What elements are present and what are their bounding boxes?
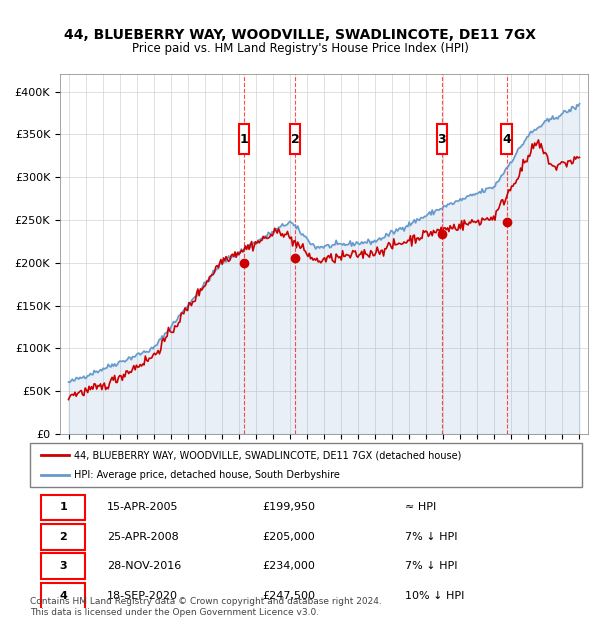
- FancyBboxPatch shape: [290, 124, 301, 154]
- FancyBboxPatch shape: [41, 524, 85, 550]
- FancyBboxPatch shape: [41, 495, 85, 520]
- Text: 15-APR-2005: 15-APR-2005: [107, 502, 179, 513]
- FancyBboxPatch shape: [437, 124, 447, 154]
- Text: 28-NOV-2016: 28-NOV-2016: [107, 561, 182, 572]
- Text: 4: 4: [502, 133, 511, 146]
- Text: £199,950: £199,950: [262, 502, 315, 513]
- Text: £205,000: £205,000: [262, 532, 314, 542]
- Text: 4: 4: [59, 591, 67, 601]
- FancyBboxPatch shape: [502, 124, 512, 154]
- Text: 44, BLUEBERRY WAY, WOODVILLE, SWADLINCOTE, DE11 7GX: 44, BLUEBERRY WAY, WOODVILLE, SWADLINCOT…: [64, 28, 536, 42]
- FancyBboxPatch shape: [30, 443, 582, 487]
- Text: 1: 1: [239, 133, 248, 146]
- Text: 3: 3: [437, 133, 446, 146]
- Text: 10% ↓ HPI: 10% ↓ HPI: [406, 591, 465, 601]
- Text: 44, BLUEBERRY WAY, WOODVILLE, SWADLINCOTE, DE11 7GX (detached house): 44, BLUEBERRY WAY, WOODVILLE, SWADLINCOT…: [74, 451, 461, 461]
- Text: 25-APR-2008: 25-APR-2008: [107, 532, 179, 542]
- Text: £247,500: £247,500: [262, 591, 315, 601]
- Text: 7% ↓ HPI: 7% ↓ HPI: [406, 561, 458, 572]
- Text: 2: 2: [291, 133, 300, 146]
- FancyBboxPatch shape: [239, 124, 249, 154]
- Text: Contains HM Land Registry data © Crown copyright and database right 2024.
This d: Contains HM Land Registry data © Crown c…: [30, 598, 382, 617]
- Text: 7% ↓ HPI: 7% ↓ HPI: [406, 532, 458, 542]
- FancyBboxPatch shape: [41, 583, 85, 609]
- FancyBboxPatch shape: [41, 554, 85, 579]
- Text: 18-SEP-2020: 18-SEP-2020: [107, 591, 178, 601]
- Text: HPI: Average price, detached house, South Derbyshire: HPI: Average price, detached house, Sout…: [74, 469, 340, 479]
- Text: 2: 2: [59, 532, 67, 542]
- Text: £234,000: £234,000: [262, 561, 315, 572]
- Text: 3: 3: [59, 561, 67, 572]
- Text: 1: 1: [59, 502, 67, 513]
- Text: ≈ HPI: ≈ HPI: [406, 502, 437, 513]
- Text: Price paid vs. HM Land Registry's House Price Index (HPI): Price paid vs. HM Land Registry's House …: [131, 42, 469, 55]
